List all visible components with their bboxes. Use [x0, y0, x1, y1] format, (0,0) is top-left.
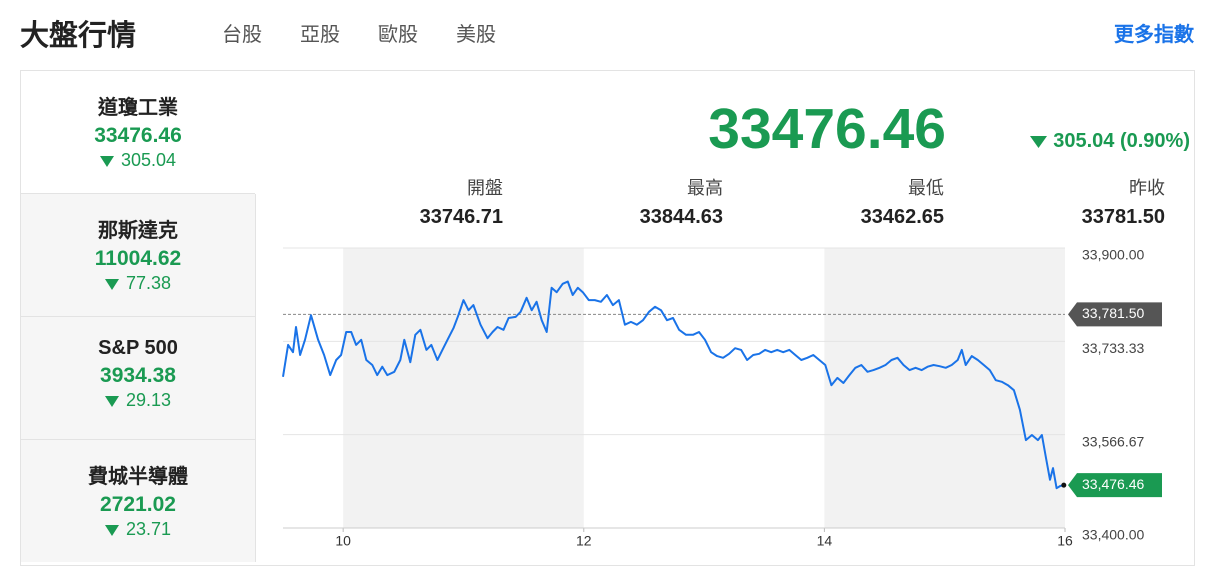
down-arrow [104, 524, 119, 536]
last-point [1061, 482, 1067, 488]
last-tag-label: 33,476.46 [1082, 476, 1144, 492]
tab[interactable]: 歐股 [378, 24, 418, 46]
down-arrow [1030, 136, 1048, 148]
main-change-row: 305.04 (0.90%) [1030, 130, 1190, 153]
more-link[interactable]: 更多指數 [1114, 24, 1194, 46]
panel [20, 70, 1195, 566]
index-item[interactable]: 道瓊工業 33476.46 305.04 [21, 71, 255, 194]
price-line [282, 280, 1065, 490]
index-change: 305.04 [120, 150, 177, 170]
down-arrow [99, 155, 114, 167]
tab[interactable]: 美股 [456, 24, 496, 46]
stat-value: 33746.71 [419, 206, 503, 228]
index-name: 費城半導體 [88, 466, 188, 488]
stat-label: 最高 [687, 178, 723, 198]
main-change: 305.04 (0.90%) [1053, 130, 1190, 152]
index-value: 33476.46 [94, 124, 182, 147]
tab[interactable]: 亞股 [300, 24, 340, 46]
stat: 最低 33462.65 [744, 174, 944, 229]
x-tick-label: 10 [335, 533, 351, 549]
index-change: 77.38 [125, 273, 172, 293]
y-tick-label: 33,733.33 [1082, 340, 1144, 356]
index-item[interactable]: 費城半導體 2721.02 23.71 [21, 440, 256, 562]
index-value: 2721.02 [100, 493, 176, 516]
stat-value: 33781.50 [1081, 206, 1165, 228]
last-tag-box [1068, 473, 1162, 498]
y-tick-label: 33,566.67 [1082, 433, 1144, 449]
stat: 昨收 33781.50 [965, 174, 1165, 229]
main-value: 33476.46 [708, 97, 946, 161]
index-change: 29.13 [125, 390, 172, 410]
index-item[interactable]: 那斯達克 11004.62 77.38 [21, 194, 256, 317]
index-change: 23.71 [125, 519, 172, 539]
index-change-row: 77.38 [21, 273, 255, 294]
page-title: 大盤行情 [20, 20, 137, 52]
index-item[interactable]: S&P 500 3934.38 29.13 [21, 317, 256, 440]
x-tick-label: 12 [576, 533, 592, 549]
stat-label: 最低 [908, 178, 944, 198]
y-tick-label: 33,400.00 [1082, 527, 1144, 543]
y-tick-label: 33,900.00 [1082, 247, 1144, 263]
reference-tag-box [1068, 302, 1162, 327]
index-name: 道瓊工業 [98, 97, 178, 119]
index-name: 那斯達克 [98, 220, 178, 242]
stat-label: 開盤 [467, 178, 503, 198]
tab[interactable]: 台股 [222, 24, 262, 46]
down-arrow [104, 395, 119, 407]
index-value: 3934.38 [100, 364, 176, 387]
index-change-row: 305.04 [21, 150, 255, 171]
index-name: S&P 500 [98, 337, 178, 359]
down-arrow [104, 278, 119, 290]
x-tick-label: 16 [1057, 533, 1073, 549]
time-band [824, 248, 1065, 528]
stat-value: 33844.63 [639, 206, 723, 228]
time-band [343, 248, 584, 528]
index-change-row: 29.13 [21, 390, 255, 411]
index-change-row: 23.71 [21, 519, 255, 540]
stat: 開盤 33746.71 [303, 174, 503, 229]
x-tick-label: 14 [817, 533, 833, 549]
reference-tag-label: 33,781.50 [1082, 305, 1144, 321]
stat-label: 昨收 [1129, 178, 1165, 198]
stat-value: 33462.65 [860, 206, 944, 228]
index-value: 11004.62 [94, 247, 182, 270]
stat: 最高 33844.63 [523, 174, 723, 229]
